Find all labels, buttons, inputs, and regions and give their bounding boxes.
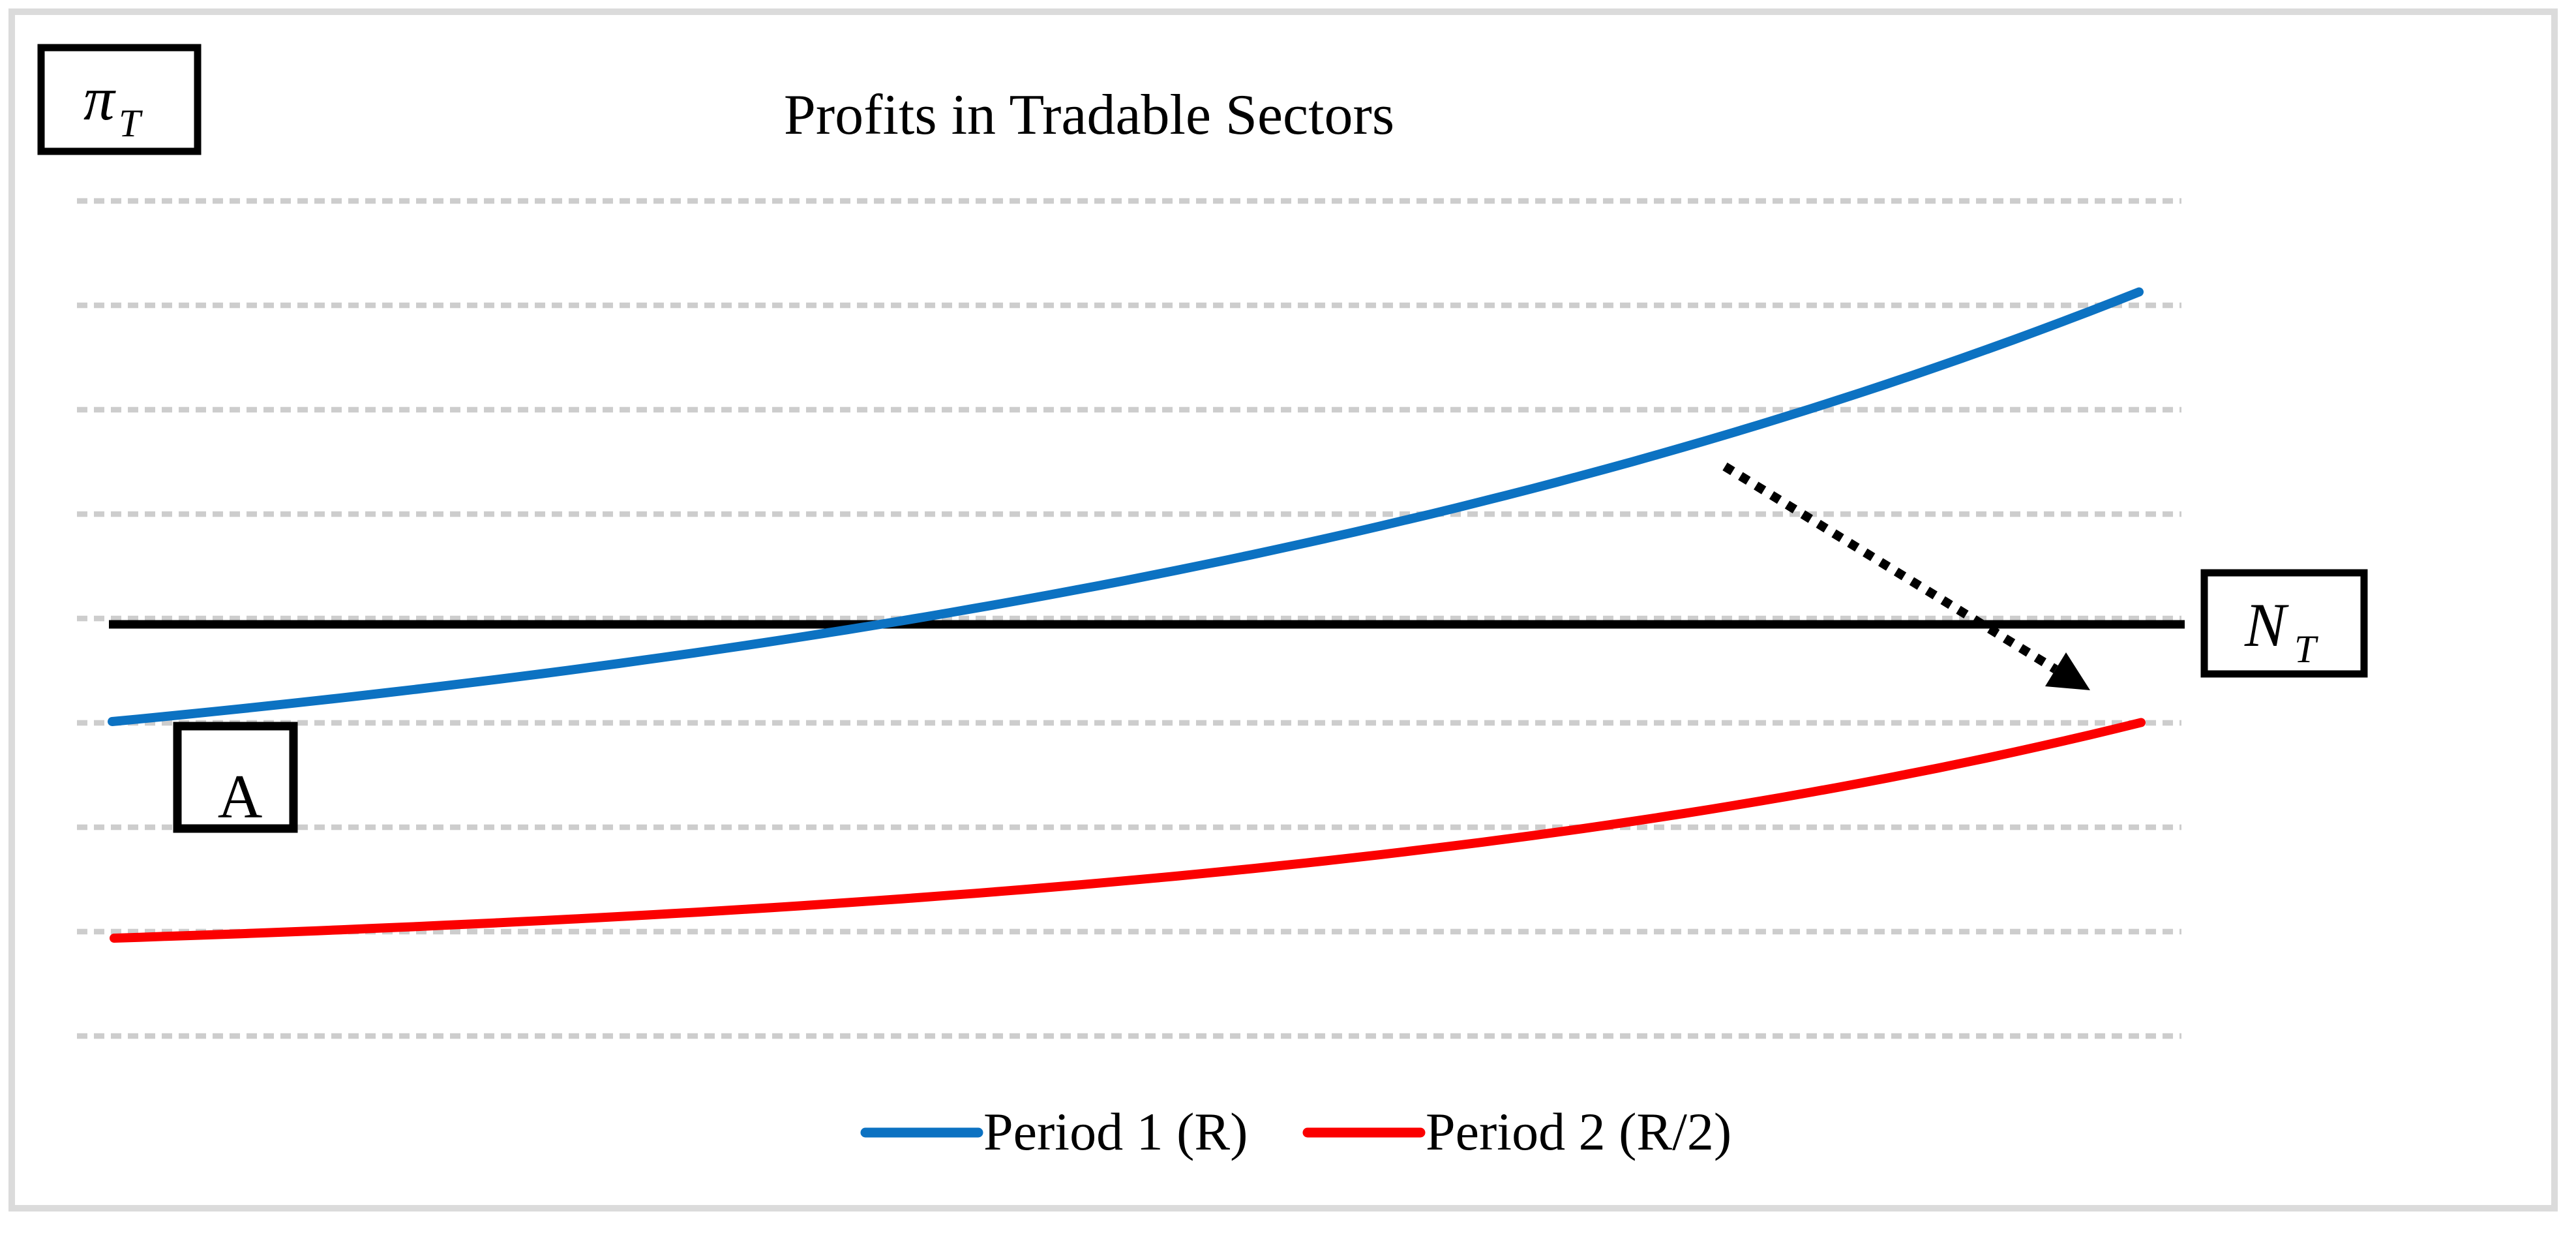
chart-title: Profits in Tradable Sectors — [784, 84, 1394, 147]
x-axis-label: N — [2244, 590, 2289, 660]
legend: Period 1 (R) Period 2 (R/2) — [860, 1102, 1731, 1161]
y-axis-label-subscript: T — [119, 102, 143, 145]
point-a-label-box — [173, 722, 298, 833]
figure-border — [8, 8, 2558, 1212]
x-axis-label-box — [2200, 569, 2368, 678]
legend-label-period2: Period 2 (R/2) — [1426, 1102, 1731, 1161]
y-axis-label: π — [83, 64, 116, 133]
y-axis-label-box — [37, 44, 202, 155]
x-axis-label-subscript: T — [2294, 628, 2318, 671]
point-a-label: A — [218, 762, 263, 831]
shift-arrow-line — [1722, 463, 2058, 673]
period2-curve — [110, 718, 2146, 943]
period1-curve — [108, 287, 2144, 726]
gridlines — [77, 198, 2181, 1039]
legend-label-period1: Period 1 (R) — [983, 1102, 1248, 1161]
shift-arrow-head-icon — [2045, 652, 2090, 690]
